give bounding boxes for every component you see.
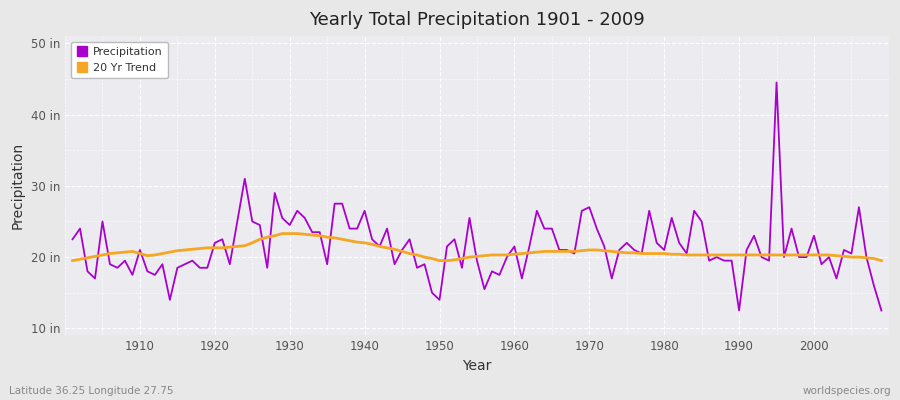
- X-axis label: Year: Year: [463, 359, 491, 373]
- Text: worldspecies.org: worldspecies.org: [803, 386, 891, 396]
- Legend: Precipitation, 20 Yr Trend: Precipitation, 20 Yr Trend: [70, 42, 168, 78]
- Y-axis label: Precipitation: Precipitation: [11, 142, 25, 230]
- Text: Latitude 36.25 Longitude 27.75: Latitude 36.25 Longitude 27.75: [9, 386, 174, 396]
- Title: Yearly Total Precipitation 1901 - 2009: Yearly Total Precipitation 1901 - 2009: [309, 11, 644, 29]
